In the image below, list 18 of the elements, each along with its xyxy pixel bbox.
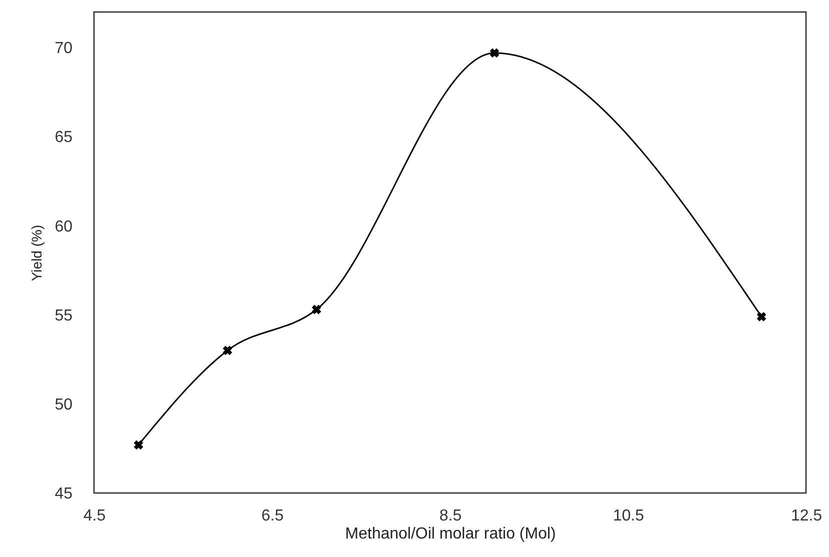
y-tick-label: 70	[54, 40, 73, 58]
y-axis-title: Yield (%)	[28, 224, 45, 282]
point	[490, 48, 500, 58]
x-tick-label: 12.5	[790, 508, 822, 524]
point	[756, 312, 766, 322]
point	[222, 346, 232, 356]
y-tick-label: 60	[54, 218, 73, 236]
x-tick-label: 6.5	[261, 508, 284, 524]
y-tick-label: 55	[54, 307, 73, 324]
y-tick-label: 50	[54, 396, 73, 414]
y-tick-label: 65	[54, 129, 73, 146]
x-tick-label: 4.5	[83, 508, 106, 524]
point	[312, 304, 322, 314]
y-tick-label: 45	[54, 486, 73, 502]
x-tick-label: 8.5	[439, 508, 462, 524]
x-axis-title: Methanol/Oil molar ratio (Mol)	[345, 526, 556, 542]
point	[134, 440, 144, 450]
x-tick-label: 10.5	[612, 508, 644, 524]
